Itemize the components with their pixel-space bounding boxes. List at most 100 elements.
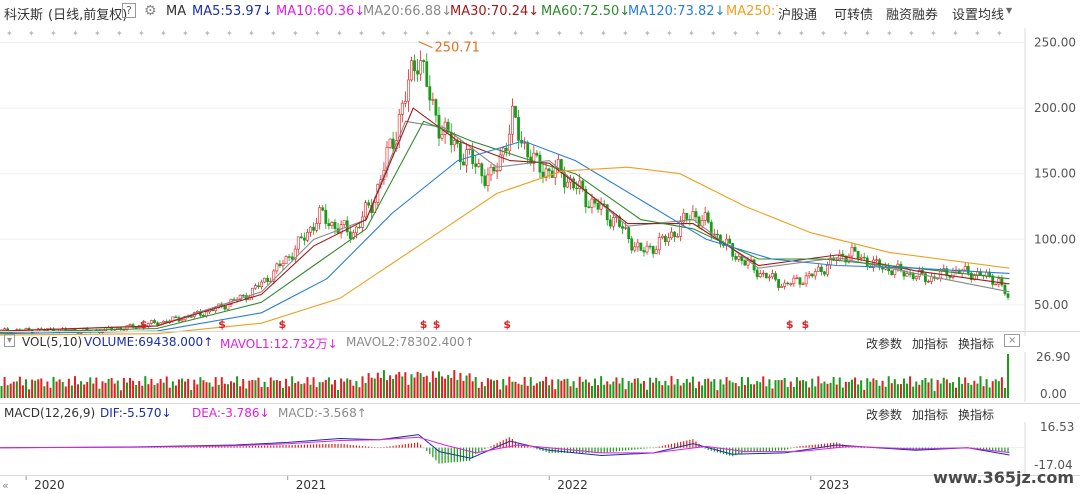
volume-bar (450, 377, 453, 398)
marker-dot: ✦ (204, 29, 211, 38)
volume-bar (615, 377, 618, 398)
volume-bar (740, 376, 743, 398)
macd-bar (267, 445, 269, 448)
candle-body (416, 70, 419, 75)
volume-bar (37, 379, 40, 398)
volume-bar (165, 376, 168, 398)
max-pointer (418, 41, 433, 49)
volume-bar (551, 379, 554, 398)
gear-icon[interactable]: ⚙ (144, 3, 157, 19)
macd-bar (820, 443, 822, 448)
candle-body (596, 202, 600, 210)
volume-bar (150, 378, 153, 398)
macd-bar (649, 447, 651, 449)
macd-bar (979, 447, 982, 450)
volume-bar (542, 381, 545, 398)
collapse-icon[interactable]: ▾ (4, 334, 16, 347)
macd-bar (444, 447, 446, 463)
macd-bar (805, 445, 807, 448)
macd-bar (594, 447, 596, 453)
candle-body (654, 249, 658, 254)
set-ma-button[interactable]: 设置均线 (952, 8, 1005, 23)
macd-bar (377, 447, 379, 449)
macd-axis-top: 16.53 (1040, 420, 1075, 434)
marker-dot: ✦ (314, 29, 321, 38)
volume-bar (875, 380, 878, 398)
volume-bar (584, 379, 587, 398)
volume-bar (64, 386, 67, 398)
volume-bar (398, 371, 401, 398)
vol-switch-indicator-button[interactable]: 换指标 (958, 337, 995, 351)
macd-switch-indicator-button[interactable]: 换指标 (958, 408, 995, 422)
marker-dot: ✦ (534, 29, 541, 38)
candle-body (633, 246, 637, 251)
macd-bar (337, 443, 339, 448)
convertible-bond-button[interactable]: 可转债 (834, 8, 874, 23)
volume-bar (713, 379, 716, 398)
candle-body (425, 61, 429, 87)
volume-bar (795, 377, 798, 398)
macd-bar (236, 446, 238, 448)
marker-dot: ✦ (776, 29, 783, 38)
volume-bar (312, 377, 315, 398)
volume-bar (581, 381, 584, 398)
candle-body (621, 226, 624, 229)
volume-bar (285, 378, 288, 398)
volume-bar (835, 384, 838, 398)
period-label: (日线,前复权) (48, 8, 128, 23)
volume-bar (600, 376, 603, 398)
volume-bar (814, 386, 817, 398)
candle-body (798, 277, 802, 285)
candle-body (914, 276, 918, 280)
candle-body (327, 223, 331, 227)
vol-add-indicator-button[interactable]: 加指标 (912, 337, 949, 351)
candle-body (272, 270, 276, 282)
macd-bar (487, 447, 489, 449)
macd-edit-params-button[interactable]: 改参数 (866, 408, 903, 422)
volume-bar (915, 381, 918, 398)
volume-bar (28, 389, 31, 398)
volume-bar (762, 376, 765, 398)
macd-bar (985, 447, 988, 450)
candle-body (278, 263, 282, 267)
candle-body (801, 283, 805, 285)
hk-connect-button[interactable]: 沪股通 (778, 8, 818, 23)
candle-body (318, 207, 322, 224)
x-axis: « 2020 2021 2022 2023 (2, 476, 849, 492)
macd-bar (478, 447, 480, 453)
macd-bar (597, 447, 599, 453)
help-icon[interactable]: ? (122, 3, 136, 18)
close-icon[interactable]: × (1004, 334, 1021, 347)
candle-body (544, 168, 548, 178)
volume-bar (572, 381, 575, 398)
candle-body (348, 231, 352, 239)
macd-bar (762, 447, 764, 452)
volume-bar (260, 387, 263, 398)
ma-line-ma120 (0, 140, 1010, 335)
volume-bar (379, 377, 382, 398)
volume-bar (291, 376, 294, 398)
chevron-down-icon[interactable]: ▼ (1006, 6, 1013, 15)
marker-dot: ✦ (864, 29, 871, 38)
vol-edit-params-button[interactable]: 改参数 (866, 337, 903, 351)
margin-trading-button[interactable]: 融资融券 (886, 8, 939, 23)
volume-bar (529, 377, 532, 398)
candle-body (495, 170, 499, 172)
volume-bar (982, 386, 985, 398)
volume-bar (437, 371, 440, 398)
volume-bar (964, 377, 967, 398)
candle-body (676, 236, 680, 238)
macd-bar (735, 447, 737, 456)
candle-body (969, 272, 973, 280)
macd-add-indicator-button[interactable]: 加指标 (912, 408, 949, 422)
macd-bar (294, 444, 296, 448)
price-tick-label: 150.00 (1034, 167, 1076, 181)
candle-body (951, 270, 955, 278)
volume-bar (854, 377, 857, 398)
volume-bar (997, 381, 1000, 398)
volume-bar (520, 384, 523, 398)
volume-bar (263, 381, 266, 398)
volume-bar (471, 381, 474, 398)
candle-body (780, 286, 784, 288)
volume-bar (337, 389, 340, 398)
